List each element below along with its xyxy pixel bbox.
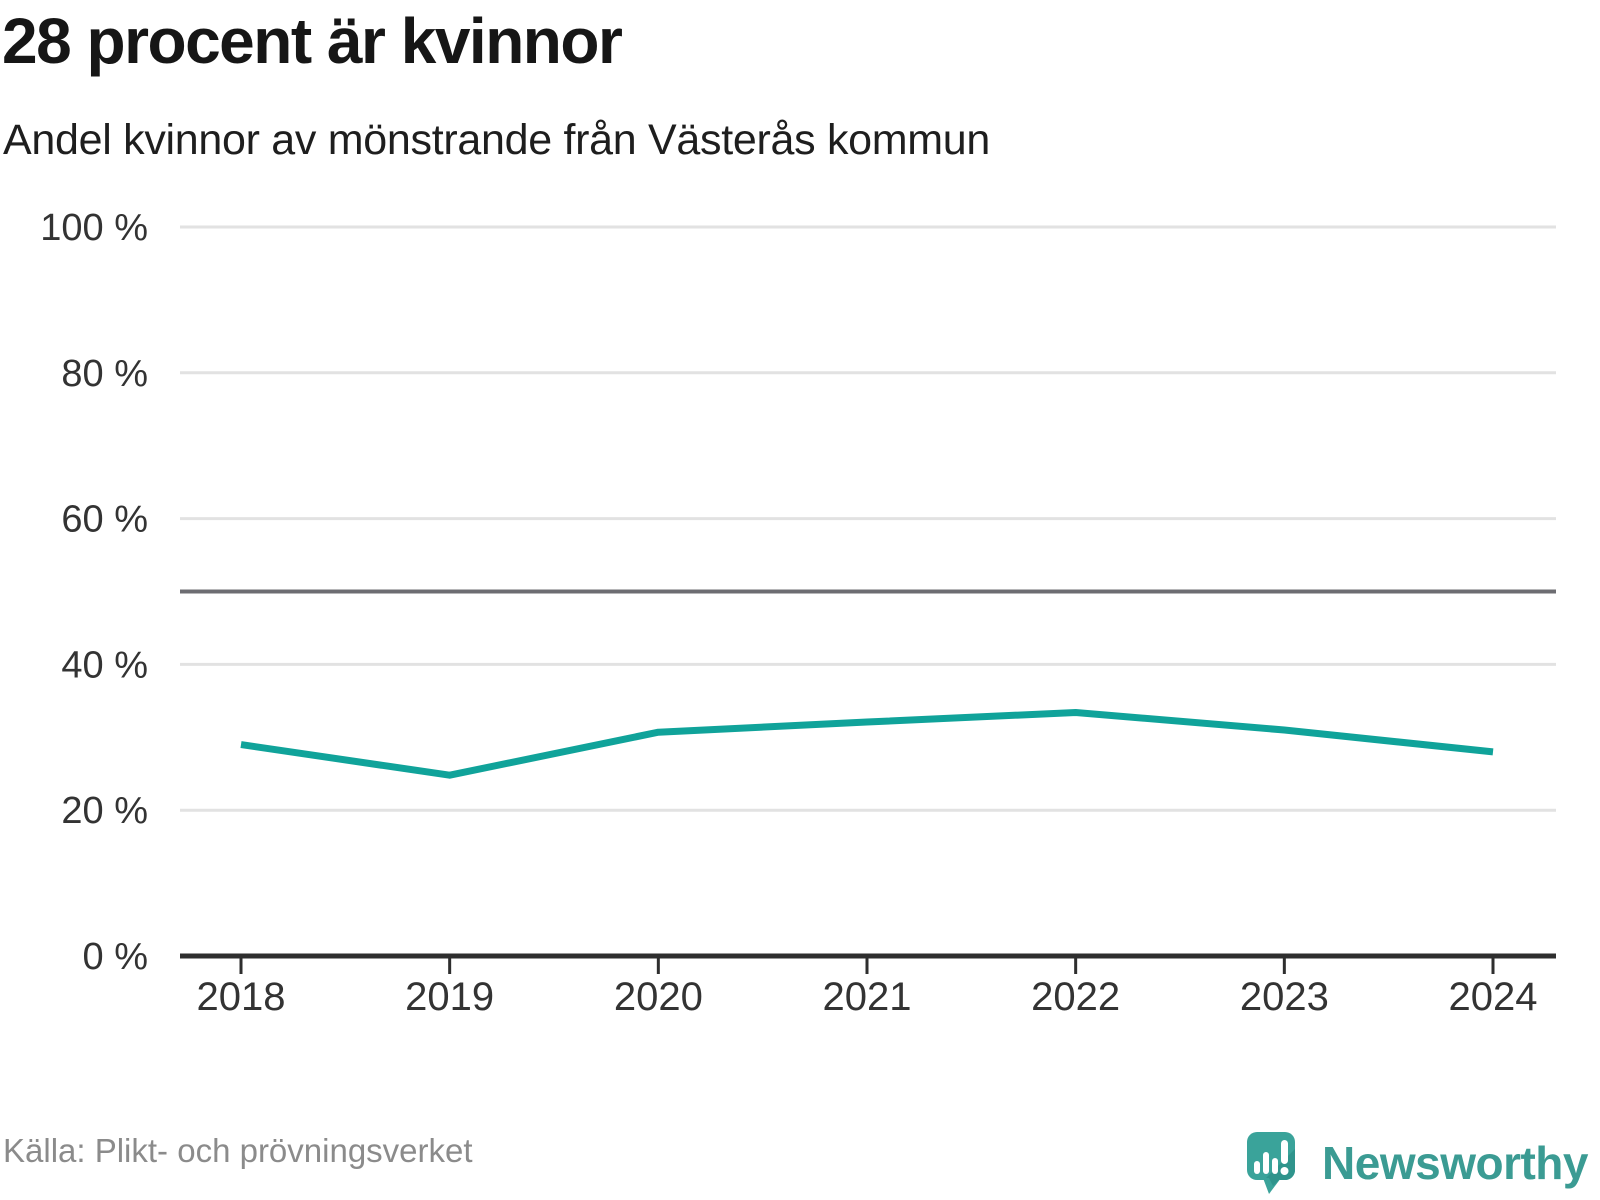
brand-name: Newsworthy xyxy=(1322,1137,1588,1189)
x-axis-tick-label: 2024 xyxy=(1449,975,1538,1019)
x-axis-tick-label: 2019 xyxy=(405,975,494,1019)
y-axis-tick-label: 20 % xyxy=(61,790,148,832)
newsworthy-brand: Newsworthy xyxy=(1244,1130,1588,1196)
y-axis-tick-label: 40 % xyxy=(61,644,148,686)
data-line-andel-kvinnor xyxy=(240,709,1494,779)
chart-title: 28 procent är kvinnor xyxy=(2,5,623,77)
y-axis-tick-label: 80 % xyxy=(61,353,148,395)
x-axis-tick-label: 2018 xyxy=(197,975,286,1019)
y-axis-tick-label: 100 % xyxy=(40,207,148,249)
source-note: Källa: Plikt- och prövningsverket xyxy=(3,1132,473,1169)
x-axis-tick-label: 2020 xyxy=(614,975,703,1019)
x-axis-tick-label: 2021 xyxy=(823,975,912,1019)
x-axis-tick-label: 2023 xyxy=(1240,975,1329,1019)
y-axis-tick-label: 60 % xyxy=(61,499,148,541)
x-axis-tick-label: 2022 xyxy=(1031,975,1120,1019)
chart-subtitle: Andel kvinnor av mönstrande från Västerå… xyxy=(3,116,991,164)
y-axis-tick-label: 0 % xyxy=(83,936,148,978)
newsworthy-logo-icon xyxy=(1247,1132,1296,1194)
